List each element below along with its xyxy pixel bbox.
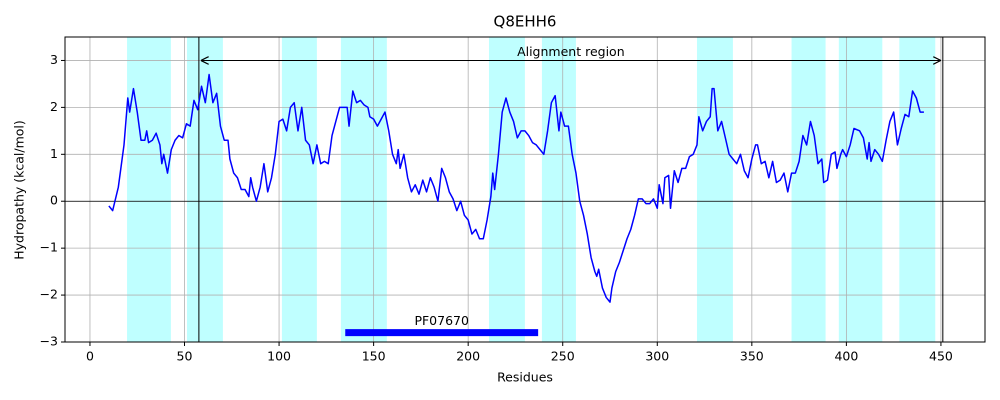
x-tick-label: 300 <box>645 349 669 364</box>
highlight-region <box>838 37 883 342</box>
x-tick-label: 450 <box>929 349 953 364</box>
x-tick-label: 50 <box>177 349 193 364</box>
hydropathy-line <box>108 73 924 303</box>
highlight-region <box>899 37 936 342</box>
plot-frame <box>64 36 986 343</box>
domain-label: PF07670 <box>414 313 469 328</box>
highlight-region <box>127 37 171 342</box>
y-tick-label: −3 <box>40 334 58 349</box>
highlight-region <box>281 37 317 342</box>
x-tick-label: 350 <box>740 349 764 364</box>
highlight-region <box>340 37 387 342</box>
x-axis-label: Residues <box>497 370 553 385</box>
x-tick-label: 100 <box>267 349 291 364</box>
x-tick-label: 200 <box>456 349 480 364</box>
x-tick-label: 400 <box>834 349 858 364</box>
y-axis-label: Hydropathy (kcal/mol) <box>12 120 27 260</box>
x-tick-label: 150 <box>362 349 386 364</box>
x-tick-label: 0 <box>86 349 94 364</box>
highlight-region <box>791 37 826 342</box>
y-tick-label: 2 <box>50 99 58 114</box>
highlight-region <box>541 37 576 342</box>
alignment-label: Alignment region <box>517 44 625 59</box>
highlight-region <box>696 37 733 342</box>
y-tick-label: 1 <box>50 146 58 161</box>
y-tick-label: −1 <box>40 240 58 255</box>
chart-title: Q8EHH6 <box>494 13 557 31</box>
highlight-region <box>186 37 223 342</box>
y-tick-label: 3 <box>50 52 58 67</box>
x-tick-label: 250 <box>551 349 575 364</box>
y-tick-label: −2 <box>40 287 58 302</box>
y-tick-label: 0 <box>50 193 58 208</box>
